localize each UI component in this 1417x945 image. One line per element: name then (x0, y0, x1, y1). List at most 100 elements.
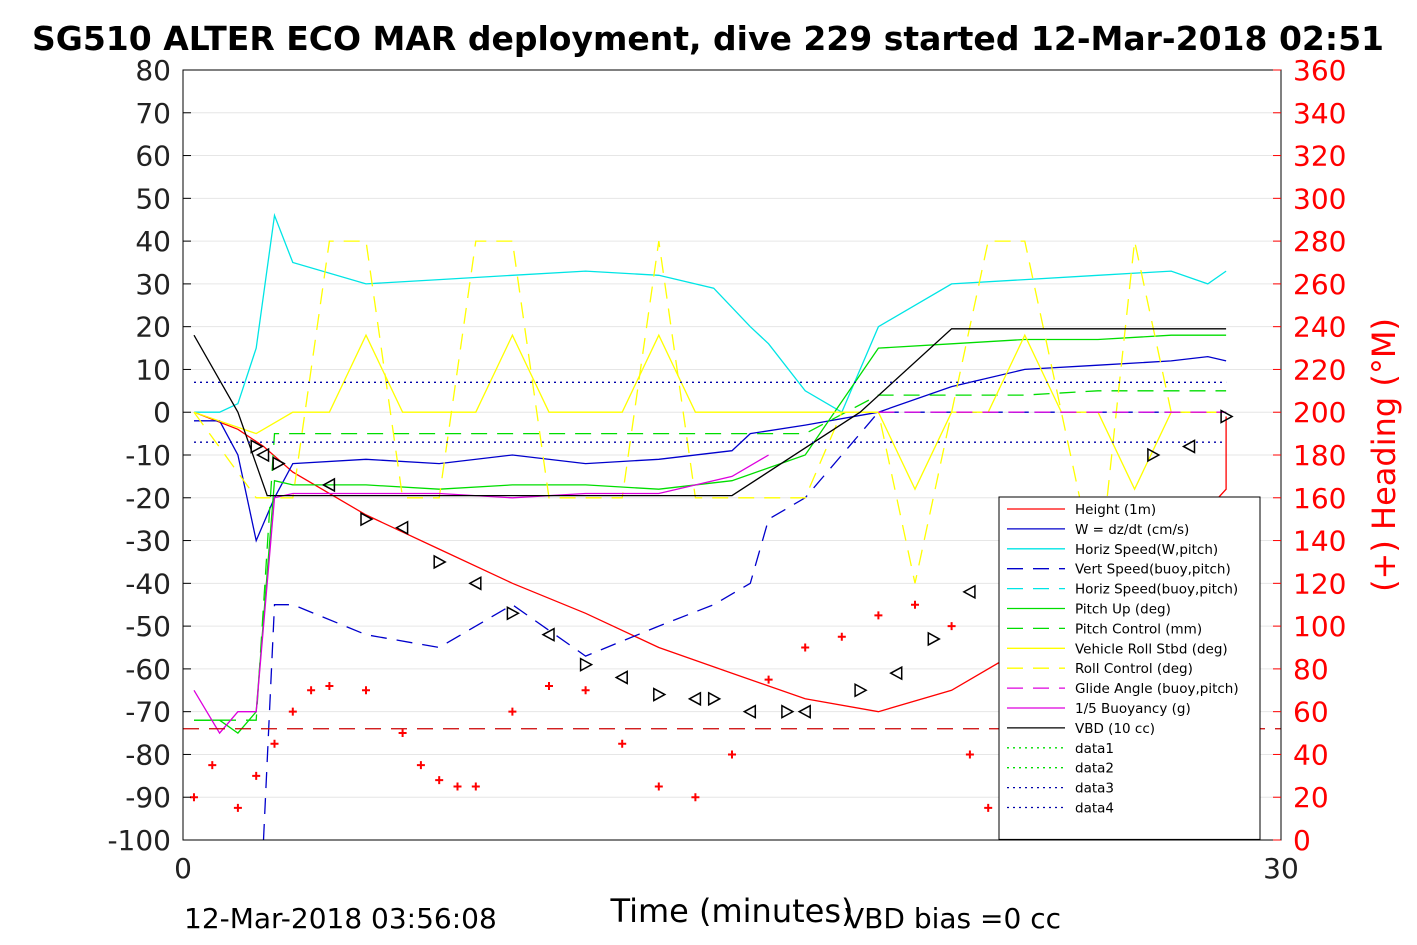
y-right-tick-label: 180 (1293, 439, 1346, 472)
triangle-marker (433, 554, 447, 570)
x-tick-label: 0 (174, 852, 192, 885)
triangle-marker (889, 665, 903, 681)
triangle-marker (927, 631, 941, 647)
y-tick-label: 80 (135, 54, 171, 87)
y-tick-label: 70 (135, 97, 171, 130)
y-tick-label: 50 (135, 182, 171, 215)
triangle-marker (272, 456, 286, 471)
y-tick-label: 40 (135, 225, 171, 258)
y-tick-label: -60 (125, 653, 171, 686)
triangle-marker (707, 691, 722, 707)
y-tick-label: -80 (125, 738, 171, 771)
heading-point (691, 793, 700, 802)
heading-point (233, 803, 242, 812)
triangle-marker (854, 683, 868, 698)
triangle-marker (395, 520, 409, 535)
footer-timestamp: 12-Mar-2018 03:56:08 (184, 902, 497, 935)
legend-label: data1 (1075, 741, 1114, 757)
heading-point (252, 771, 261, 780)
y-axis-left: 80 70 60 50 40 30 20 10 0 -10 -20 -30 -40 -50 -60 -70 -8… (107, 54, 191, 857)
legend-label: Glide Angle (buoy,pitch) (1075, 681, 1239, 697)
series-line (193, 240, 1227, 584)
y-right-tick-label: 0 (1293, 824, 1311, 857)
series-line (262, 411, 1227, 841)
legend-label: Roll Control (deg) (1075, 661, 1193, 677)
series-group (193, 212, 1227, 841)
heading-point (965, 750, 974, 759)
y-right-tick-label: 40 (1293, 738, 1329, 771)
y-tick-label: -40 (125, 567, 171, 600)
triangle-marker (468, 576, 482, 591)
heading-point (471, 782, 480, 791)
legend: Height (1m) W = dz/dt (cm/s) Horiz Speed(W… (998, 496, 1261, 840)
heading-point (208, 761, 217, 770)
y-right-tick-label: 360 (1293, 54, 1346, 87)
legend-label: Horiz Speed(buoy,pitch) (1075, 582, 1238, 598)
heading-point (545, 682, 553, 690)
triangle-marker (1220, 409, 1234, 424)
triangle-marker (321, 477, 336, 493)
legend-label: data3 (1075, 781, 1114, 797)
series-line (193, 454, 769, 735)
y-right-tick-label: 160 (1293, 482, 1346, 515)
heading-point (618, 739, 627, 748)
heading-point (984, 803, 993, 812)
y-tick-label: -100 (107, 824, 171, 857)
heading-point (728, 750, 736, 759)
heading-point (947, 622, 956, 631)
x-axis-label: Time (minutes) (610, 892, 854, 930)
triangle-marker (742, 704, 757, 719)
triangle-marker (255, 447, 270, 463)
legend-label: Vert Speed(buoy,pitch) (1075, 562, 1231, 578)
heading-point (416, 761, 425, 770)
series-line (193, 328, 1227, 497)
right-axis-label: (+) Heading (°M) (1365, 318, 1403, 592)
y-right-tick-label: 280 (1293, 225, 1346, 258)
y-right-tick-label: 200 (1293, 396, 1346, 429)
legend-label: data2 (1075, 761, 1114, 777)
heading-point (435, 776, 444, 785)
triangle-marker (506, 606, 520, 621)
triangle-marker (962, 584, 976, 600)
x-axis: 0 30 (174, 832, 1299, 885)
heading-point (307, 686, 316, 695)
triangle-marker (250, 439, 264, 454)
y-right-tick-label: 300 (1293, 182, 1346, 215)
legend-label: VBD (10 cc) (1075, 721, 1155, 737)
heading-point (362, 686, 370, 695)
y-tick-label: -70 (125, 696, 171, 729)
heading-point (189, 793, 198, 802)
triangle-marker (360, 511, 374, 527)
legend-label: Horiz Speed(W,pitch) (1075, 542, 1218, 558)
legend-label: Height (1m) (1075, 502, 1156, 518)
legend-label: Pitch Control (mm) (1075, 621, 1202, 637)
y-tick-label: 10 (135, 353, 171, 386)
heading-point (325, 682, 334, 690)
heading-point (837, 632, 846, 641)
series-line (194, 212, 1227, 414)
y-tick-label: -50 (125, 610, 171, 643)
y-right-tick-label: 260 (1293, 268, 1346, 301)
y-right-tick-label: 340 (1293, 97, 1346, 130)
y-right-tick-label: 20 (1293, 781, 1329, 814)
chart-title: SG510 ALTER ECO MAR deployment, dive 229… (32, 19, 1384, 58)
triangle-marker (541, 627, 555, 642)
y-right-tick-label: 120 (1293, 567, 1346, 600)
heading-point (911, 600, 919, 609)
series-line (194, 355, 1227, 543)
triangle-marker (614, 670, 628, 685)
heading-point (508, 707, 517, 716)
y-right-tick-label: 320 (1293, 140, 1346, 173)
y-right-tick-label: 240 (1293, 311, 1346, 344)
legend-label: 1/5 Buoyancy (g) (1075, 701, 1191, 717)
series-line (194, 390, 1227, 721)
y-tick-label: 0 (153, 396, 171, 429)
y-right-tick-label: 140 (1293, 525, 1346, 558)
heading-point (874, 611, 883, 620)
legend-label: Pitch Up (deg) (1075, 602, 1171, 618)
y-tick-label: 60 (135, 140, 171, 173)
y-right-tick-label: 220 (1293, 353, 1346, 386)
triangle-marker (579, 657, 594, 672)
y-tick-label: -20 (125, 482, 171, 515)
